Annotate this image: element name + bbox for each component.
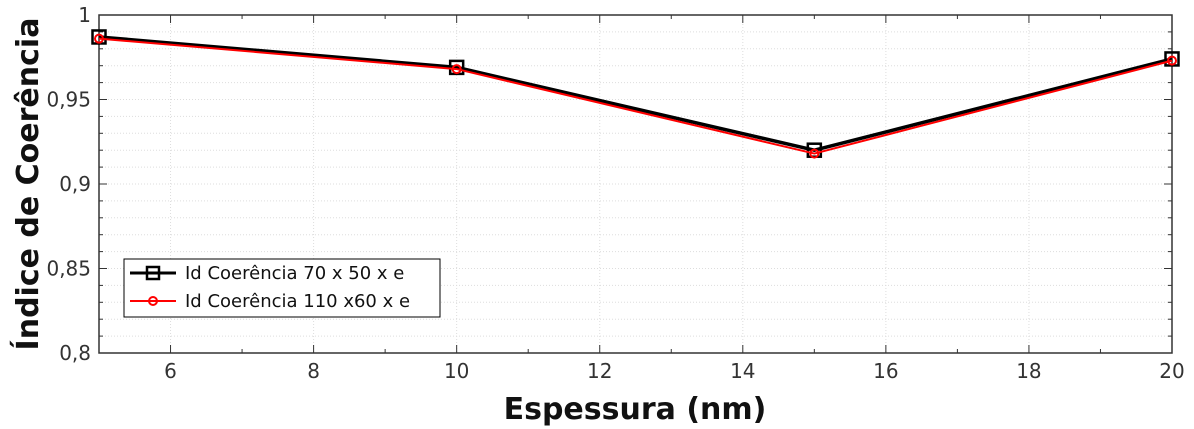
series-line-1 [98, 35, 1173, 152]
y-tick-label: 0,9 [59, 172, 91, 196]
x-tick-label: 14 [730, 359, 755, 383]
data-point-circle [809, 148, 820, 159]
axis-ticks: 6 8 10 12 14 16 18 20 0,8 0,85 0,9 0,95 1 [46, 3, 1184, 383]
x-tick-label: 8 [307, 359, 320, 383]
series-layer [91, 29, 1180, 159]
data-point-circle [451, 64, 462, 75]
y-tick-label: 0,95 [46, 88, 91, 112]
grid [99, 15, 1172, 353]
legend-circle-marker-icon [148, 296, 158, 306]
x-tick-label: 16 [873, 359, 898, 383]
legend-label-2: Id Coerência 110 x60 x e [185, 291, 410, 312]
legend-box [123, 258, 441, 318]
x-tick-label: 18 [1016, 359, 1041, 383]
y-tick-label: 1 [78, 3, 91, 27]
legend: Id Coerência 70 x 50 x e Id Coerência 11… [123, 258, 441, 318]
x-tick-label: 10 [444, 359, 469, 383]
x-axis-title: Espessura (nm) [504, 392, 767, 427]
data-point-circle [1167, 55, 1177, 66]
data-point-circle [94, 33, 104, 44]
y-tick-label: 0,8 [59, 341, 91, 365]
y-tick-label: 0,85 [46, 257, 91, 281]
series-line-2 [98, 37, 1173, 155]
y-axis-title: Índice de Coerência [10, 18, 46, 351]
x-tick-label: 20 [1159, 359, 1184, 383]
legend-square-marker-icon [145, 265, 161, 281]
x-tick-label: 12 [587, 359, 612, 383]
legend-label-1: Id Coerência 70 x 50 x e [185, 263, 404, 284]
x-tick-label: 6 [164, 359, 177, 383]
